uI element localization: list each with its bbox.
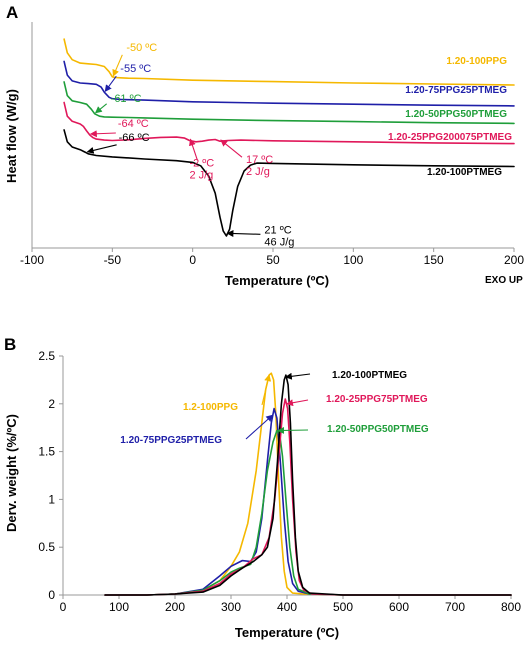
x-tick-label: 600	[389, 600, 409, 614]
annotation-arrow	[261, 374, 272, 406]
x-tick-label: 800	[501, 600, 521, 614]
series-label-3: 1.20-25PPG200075PTMEG	[388, 132, 512, 143]
panel-a-exo-up-label: EXO UP	[485, 275, 523, 286]
y-tick-label: 1.5	[38, 445, 55, 459]
panel-b-annotations: 1.2-100PPG 1.20-100PTMEG 1.20-25PPG75PTMEG…	[120, 370, 429, 446]
series-line-0	[104, 372, 512, 596]
annotation-label-2: 46 J/g	[264, 236, 294, 248]
annotation-label: -64 ºC	[118, 118, 149, 130]
y-tick-label: 0.5	[38, 540, 55, 554]
series-label-2: 1.20-50PPG50PTMEG	[405, 109, 507, 120]
annotation-arrow	[245, 414, 274, 440]
x-tick-label: -50	[104, 253, 122, 267]
annotation-label-2: 2 J/g	[189, 169, 213, 181]
panel-b-letter: B	[4, 335, 16, 354]
panel-a-axes: -100 -50 0 50 100 150 200	[20, 22, 524, 267]
annotation-label: 21 ºC	[264, 224, 291, 236]
annotation-arrow	[284, 372, 311, 380]
x-tick-label: 0	[60, 600, 67, 614]
x-tick-label: 400	[277, 600, 297, 614]
x-tick-label: 200	[504, 253, 524, 267]
x-tick-label: 150	[424, 253, 444, 267]
annotation-arrow	[277, 426, 309, 434]
annotation-arrow	[112, 54, 123, 77]
annotation-label: -55 ºC	[120, 63, 151, 75]
y-tick-label: 2	[48, 397, 55, 411]
x-tick-label: 700	[445, 600, 465, 614]
annotation-label: 17 ºC	[246, 154, 273, 166]
series-line-3	[104, 398, 512, 596]
series-label-1: 1.20-75PPG25PTMEG	[405, 85, 507, 96]
panel-b-axes: 0 100 200 300 400 500 600 700 800 0 0.5 1 1.5 2 2.5	[38, 349, 521, 614]
annotation-arrow	[94, 103, 108, 114]
annotation-arrow	[104, 75, 117, 93]
annotation-label: 1.20-25PPG75PTMEG	[326, 394, 428, 405]
x-tick-label: 100	[343, 253, 363, 267]
annotation-label: 1.20-50PPG50PTMEG	[327, 424, 429, 435]
annotation-arrow	[86, 144, 117, 154]
series-line-3	[63, 101, 515, 145]
panel-a-letter: A	[6, 3, 18, 22]
annotation-label: 1.20-100PTMEG	[332, 370, 407, 381]
y-tick-label: 0	[48, 588, 55, 602]
x-tick-label: 200	[165, 600, 185, 614]
annotation-label: 1.2-100PPG	[183, 402, 238, 413]
series-line-1	[63, 60, 515, 107]
annotation-label: -50 ºC	[126, 42, 157, 54]
y-tick-label: 1	[48, 492, 55, 506]
annotation-arrow	[286, 399, 309, 407]
annotation-arrow	[89, 130, 116, 138]
x-tick-label: 300	[221, 600, 241, 614]
annotation-label: -61 ºC	[111, 93, 142, 105]
annotation-arrow	[220, 139, 243, 158]
panel-a-chart: A Heat flow (W/g) Temperature (ºC) EXO U…	[4, 3, 524, 288]
series-label-4: 1.20-100PTMEG	[427, 167, 502, 178]
series-label-0: 1.20-100PPG	[446, 56, 507, 67]
annotation-label: -66 ºC	[119, 132, 150, 144]
series-line-2	[63, 81, 515, 125]
series-line-4	[104, 374, 512, 596]
panel-b-x-axis-title: Temperature (ºC)	[235, 625, 339, 640]
panel-a-y-axis-title: Heat flow (W/g)	[4, 89, 19, 183]
series-line-4	[63, 129, 515, 237]
panel-a-annotations: 1.20-100PPG 1.20-75PPG25PTMEG 1.20-50PPG50…	[86, 42, 512, 248]
annotation-arrow	[226, 229, 261, 237]
x-tick-label: 0	[189, 253, 196, 267]
x-tick-label: 50	[266, 253, 280, 267]
panel-a-x-axis-title: Temperature (ºC)	[225, 273, 329, 288]
series-line-0	[63, 38, 515, 86]
x-tick-label: 500	[333, 600, 353, 614]
x-tick-label: 100	[109, 600, 129, 614]
panel-b-y-axis-title: Derv. weight (%/ºC)	[4, 414, 19, 532]
panel-b-series-group	[104, 372, 512, 596]
panel-a-series-group	[63, 38, 515, 237]
series-line-2	[104, 429, 512, 596]
y-tick-label: 2.5	[38, 349, 55, 363]
annotation-label: -2 ºC	[189, 157, 214, 169]
annotation-label-2: 2 J/g	[246, 166, 270, 178]
x-tick-label: -100	[20, 253, 44, 267]
annotation-arrow	[189, 138, 198, 161]
panel-b-chart: B Derv. weight (%/ºC) Temperature (ºC) 0…	[4, 335, 521, 640]
annotation-label: 1.20-75PPG25PTMEG	[120, 435, 222, 446]
